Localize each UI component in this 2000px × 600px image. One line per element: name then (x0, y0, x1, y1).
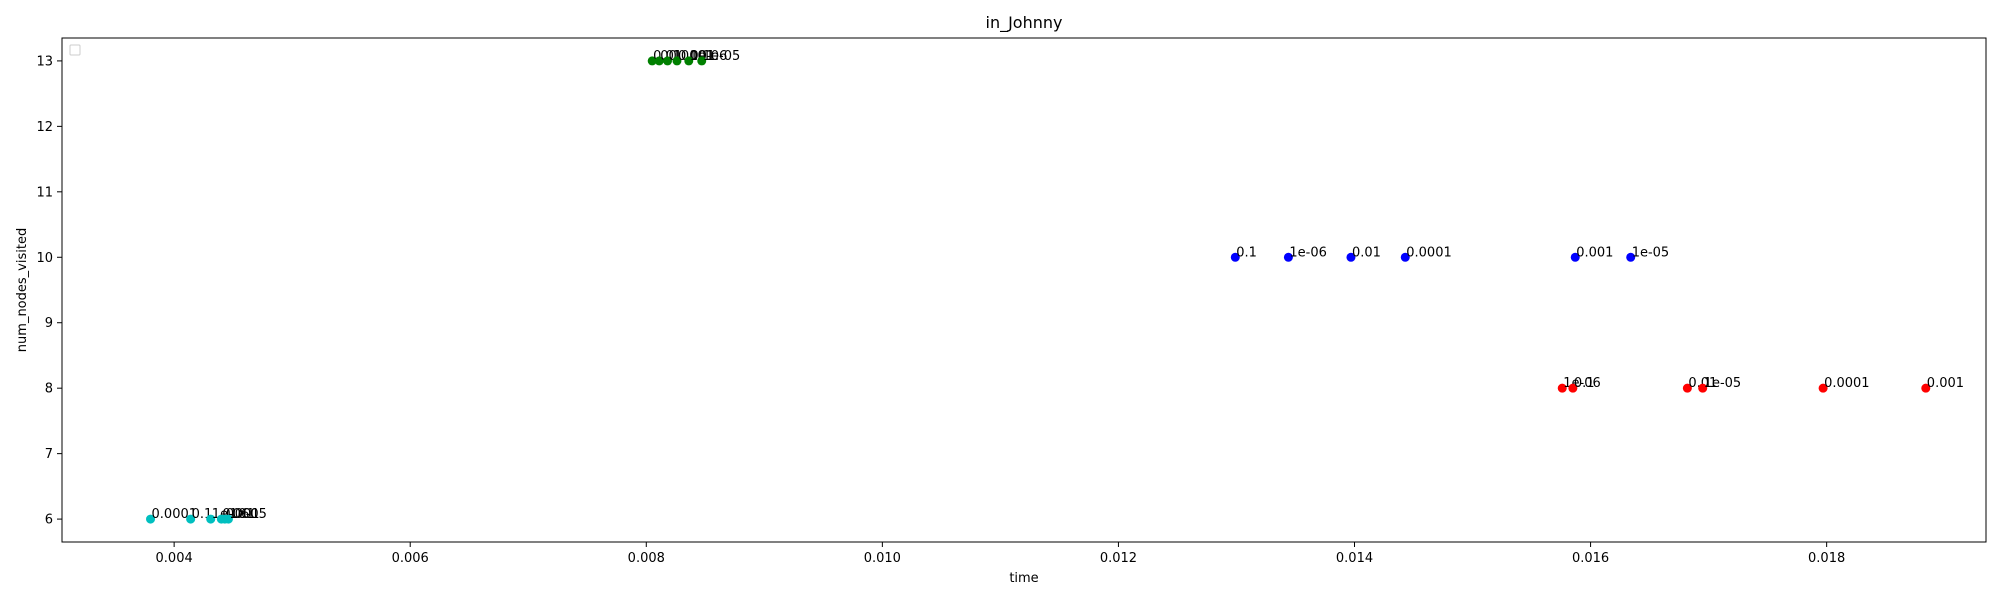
data-point (697, 56, 707, 66)
data-point-label: 0.001 (1576, 245, 1613, 260)
data-point (1346, 252, 1356, 262)
y-tick-label: 11 (36, 185, 53, 200)
data-point-label: 0.1 (1236, 245, 1257, 260)
x-tick-label: 0.004 (156, 551, 193, 566)
data-point (186, 514, 196, 524)
data-point-label: 0.001 (1927, 376, 1964, 391)
y-tick-label: 7 (45, 447, 53, 462)
data-point-label: 1e-05 (229, 507, 267, 522)
data-point-label: 0.01 (226, 507, 255, 522)
chart-title: in_Johnny (986, 13, 1063, 33)
data-point (1682, 383, 1692, 393)
data-point-label: 0.0001 (1406, 245, 1452, 260)
data-point-label: 1e-05 (1632, 245, 1670, 260)
data-point-label: 0.01 (1352, 245, 1381, 260)
x-tick-label: 0.006 (392, 551, 429, 566)
data-point-label: 0.0001 (1824, 376, 1870, 391)
data-point (1570, 252, 1580, 262)
data-point (1921, 383, 1931, 393)
data-point (206, 514, 216, 524)
data-point-label: 0.0001 (152, 507, 198, 522)
plot-frame (61, 37, 1987, 543)
data-point (146, 514, 156, 524)
data-point (1557, 383, 1567, 393)
x-tick-label: 0.016 (1572, 551, 1609, 566)
data-point (684, 56, 694, 66)
data-point-label: 1e-06 (1289, 245, 1327, 260)
x-axis: 0.004 0.006 0.008 0.010 0.012 0.014 0.016 0.018 (156, 542, 1845, 566)
series-1: 0.1 1e-06 0.01 0.0001 0.001 1e-05 (1230, 245, 1670, 262)
x-tick-label: 0.014 (1336, 551, 1373, 566)
data-point (1283, 252, 1293, 262)
x-tick-label: 0.012 (1100, 551, 1137, 566)
y-tick-label: 13 (36, 54, 53, 69)
data-point (672, 56, 682, 66)
y-tick-label: 10 (36, 251, 53, 266)
data-point (1400, 252, 1410, 262)
data-point (1818, 383, 1828, 393)
y-axis: 6 7 8 9 10 11 12 13 (36, 54, 62, 528)
y-tick-label: 9 (45, 316, 53, 331)
data-point-label: 1e-05 (703, 49, 741, 64)
y-axis-label: num_nodes_visited (15, 228, 30, 352)
y-tick-label: 12 (36, 120, 53, 135)
data-point (1230, 252, 1240, 262)
x-axis-label: time (1009, 571, 1038, 586)
data-point (1568, 383, 1578, 393)
data-point-label: 0.01 (1688, 376, 1717, 391)
data-point (663, 56, 673, 66)
data-point (647, 56, 657, 66)
data-point (654, 56, 664, 66)
data-point (223, 514, 233, 524)
x-tick-label: 0.010 (864, 551, 901, 566)
x-tick-label: 0.018 (1808, 551, 1845, 566)
y-tick-label: 6 (45, 513, 53, 528)
data-point (1698, 383, 1708, 393)
data-point (1626, 252, 1636, 262)
data-point-label: 0.1 (1574, 376, 1595, 391)
y-tick-label: 8 (45, 382, 53, 397)
data-point-label: 1e-05 (1704, 376, 1742, 391)
legend-box (69, 44, 81, 56)
x-tick-label: 0.008 (628, 551, 665, 566)
